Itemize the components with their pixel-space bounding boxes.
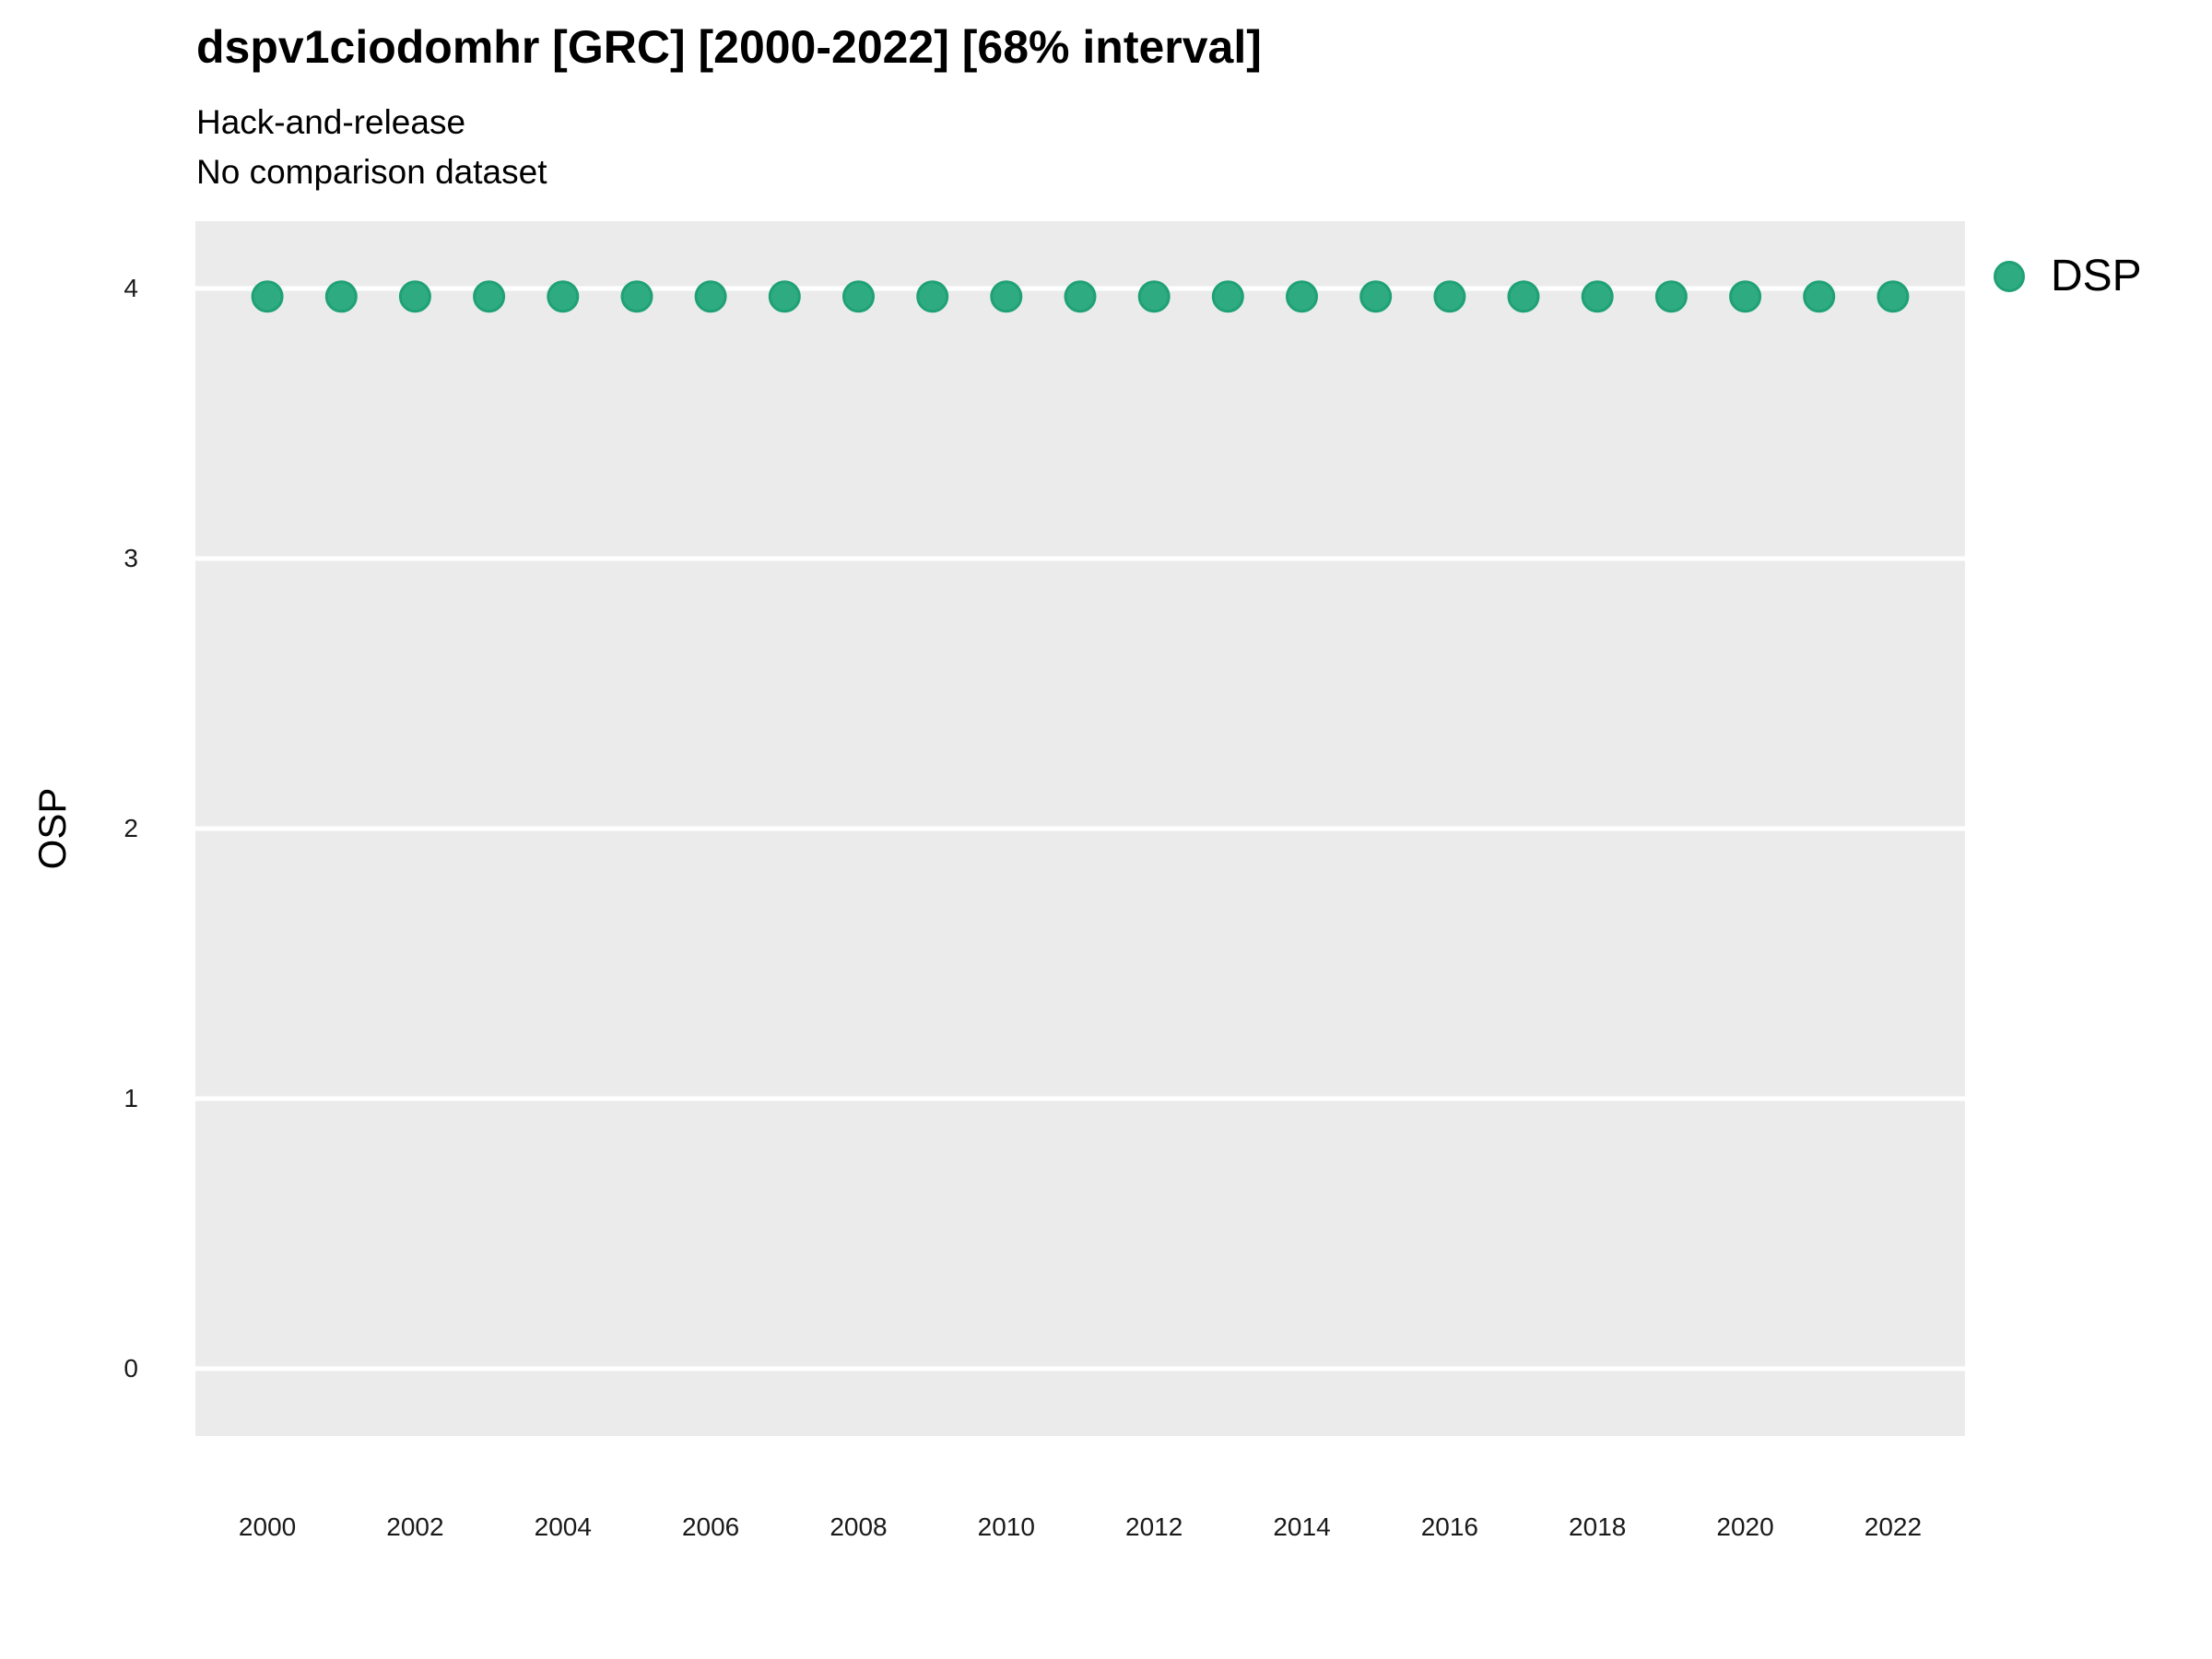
data-point-DSP-2012 [1137, 280, 1171, 313]
y-tick-label-1: 1 [124, 1084, 138, 1113]
data-point-DSP-2016 [1433, 280, 1466, 313]
data-point-DSP-2011 [1064, 280, 1097, 313]
x-tick-label-2014: 2014 [1273, 1512, 1331, 1541]
data-point-DSP-2005 [620, 280, 653, 313]
x-tick-label-2008: 2008 [830, 1512, 888, 1541]
y-tick-label-3: 3 [124, 543, 138, 572]
data-point-DSP-2006 [694, 280, 727, 313]
data-point-DSP-2007 [768, 280, 801, 313]
data-point-DSP-2004 [547, 280, 580, 313]
data-point-DSP-2001 [324, 280, 358, 313]
chart-title: dspv1ciodomhr [GRC] [2000-2022] [68% int… [196, 21, 1262, 73]
x-tick-label-2016: 2016 [1420, 1512, 1478, 1541]
legend: DSP [1994, 252, 2142, 300]
x-tick-label-2010: 2010 [977, 1512, 1035, 1541]
legend-dot-icon [1994, 261, 2025, 292]
data-point-DSP-2022 [1877, 280, 1910, 313]
data-point-DSP-2017 [1507, 280, 1540, 313]
y-tick-label-0: 0 [124, 1354, 138, 1383]
x-tick-label-2020: 2020 [1716, 1512, 1774, 1541]
chart-subtitle-1: Hack-and-release [196, 103, 466, 141]
data-point-DSP-2019 [1654, 280, 1688, 313]
scatter-plot [195, 280, 1965, 1371]
x-tick-label-2018: 2018 [1569, 1512, 1627, 1541]
data-point-DSP-2013 [1211, 280, 1244, 313]
x-tick-label-2022: 2022 [1864, 1512, 1923, 1541]
y-tick-label-4: 4 [124, 273, 138, 302]
data-point-DSP-2008 [842, 280, 875, 313]
chart-subtitle-2: No comparison dataset [196, 153, 547, 191]
data-point-DSP-2009 [916, 280, 949, 313]
legend-label: DSP [2051, 252, 2142, 300]
data-point-DSP-2003 [473, 280, 506, 313]
plot-panel [195, 221, 1965, 1436]
y-tick-label-2: 2 [124, 814, 138, 842]
x-tick-label-2002: 2002 [386, 1512, 444, 1541]
x-tick-label-2004: 2004 [534, 1512, 592, 1541]
data-point-DSP-2002 [398, 280, 431, 313]
data-point-DSP-2020 [1729, 280, 1762, 313]
data-point-DSP-2021 [1803, 280, 1836, 313]
data-point-DSP-2000 [251, 280, 284, 313]
data-point-DSP-2015 [1359, 280, 1393, 313]
data-point-DSP-2018 [1581, 280, 1614, 313]
data-point-DSP-2010 [990, 280, 1023, 313]
x-tick-label-2012: 2012 [1125, 1512, 1183, 1541]
data-point-DSP-2014 [1286, 280, 1318, 313]
x-tick-label-2000: 2000 [238, 1512, 297, 1541]
x-tick-label-2006: 2006 [681, 1512, 740, 1541]
